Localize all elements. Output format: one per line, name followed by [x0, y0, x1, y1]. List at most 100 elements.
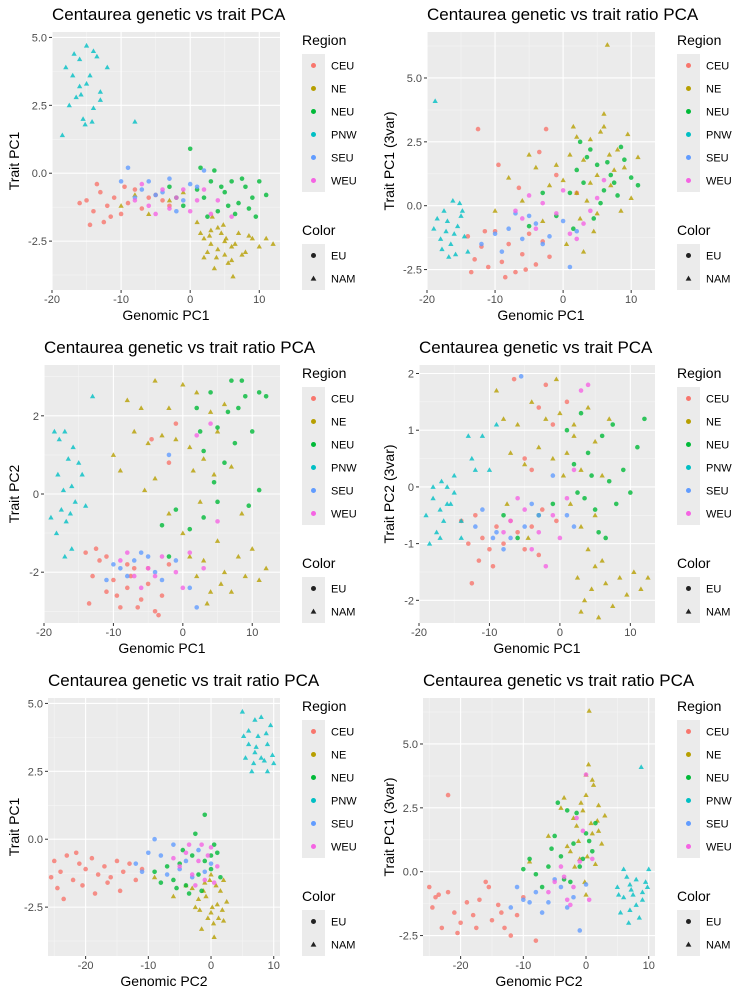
data-point-weu — [214, 864, 220, 869]
data-point-ceu — [135, 605, 141, 610]
data-point-ceu — [516, 185, 522, 191]
data-point-ceu — [490, 563, 496, 569]
data-point-pnw — [76, 56, 83, 62]
data-point-neu — [574, 810, 579, 816]
data-point-weu — [138, 585, 144, 591]
data-point-ceu — [445, 792, 451, 798]
data-point-seu — [194, 184, 200, 190]
data-point-neu — [215, 208, 221, 214]
data-point-pnw — [66, 102, 72, 108]
data-point-neu — [584, 154, 590, 160]
data-point-ne — [224, 899, 230, 904]
data-point-neu — [599, 433, 605, 439]
legend-key-pnw — [311, 798, 316, 803]
x-tick-label: -10 — [487, 294, 503, 306]
data-point-ceu — [114, 858, 120, 864]
y-tick-label: -2.5 — [24, 902, 43, 914]
color-legend: Color EU NAM — [677, 222, 730, 290]
data-point-ceu — [73, 850, 79, 856]
data-point-ceu — [102, 864, 107, 869]
legend-label-eu: EU — [331, 584, 346, 596]
data-point-ceu — [536, 405, 542, 410]
data-point-ceu — [124, 562, 130, 567]
data-point-ceu — [485, 264, 491, 270]
data-point-neu — [263, 393, 269, 399]
data-point-ceu — [487, 546, 492, 552]
data-point-neu — [164, 864, 170, 869]
data-point-neu — [628, 175, 634, 180]
data-point-ne — [578, 800, 584, 805]
legend-label-weu: WEU — [331, 176, 357, 188]
data-point-ceu — [439, 925, 445, 931]
data-point-ne — [492, 208, 498, 213]
y-tick-label: 0 — [408, 482, 414, 494]
data-point-ne — [230, 273, 236, 279]
data-point-ceu — [486, 884, 492, 890]
data-point-ceu — [473, 925, 479, 931]
data-point-neu — [225, 203, 231, 209]
data-point-pnw — [458, 213, 464, 218]
data-point-ceu — [426, 884, 432, 890]
data-point-neu — [635, 444, 640, 450]
data-point-ne — [558, 805, 564, 810]
data-point-pnw — [261, 757, 267, 763]
data-point-ne — [195, 896, 202, 901]
data-point-ne — [151, 874, 158, 880]
y-tick-label: 0.0 — [403, 867, 418, 879]
data-point-ne — [213, 882, 219, 888]
data-point-neu — [193, 831, 198, 837]
data-point-pnw — [458, 518, 464, 523]
region-legend: Region CEU NE NEU PNW SEU WEU — [302, 365, 357, 525]
data-point-neu — [615, 193, 620, 198]
data-point-neu — [628, 490, 633, 495]
legend-label-seu: SEU — [331, 819, 354, 831]
data-point-ne — [194, 389, 200, 395]
legend-key-ceu — [311, 729, 316, 734]
data-point-ne — [218, 581, 224, 586]
legend-label-pnw: PNW — [706, 463, 732, 475]
region-legend-title: Region — [677, 365, 721, 381]
data-point-ne — [550, 455, 556, 461]
data-point-seu — [480, 507, 485, 512]
data-point-ne — [249, 546, 255, 551]
data-point-pnw — [53, 530, 60, 536]
data-point-neu — [603, 535, 608, 541]
data-point-ne — [117, 467, 123, 473]
data-point-weu — [574, 236, 580, 242]
y-tick-label: 2.5 — [28, 766, 43, 778]
data-point-neu — [555, 800, 561, 806]
legend-key-ceu — [311, 396, 316, 401]
legend-key-neu — [311, 442, 316, 447]
data-point-ceu — [89, 855, 95, 861]
data-point-pnw — [459, 208, 466, 213]
data-point-pnw — [83, 503, 89, 508]
y-tick-label: 0.0 — [32, 168, 47, 180]
data-point-ne — [228, 463, 235, 469]
data-point-seu — [494, 529, 499, 535]
x-tick-label: -20 — [78, 960, 94, 972]
data-point-ne — [529, 399, 535, 404]
data-point-ne — [563, 241, 570, 247]
data-point-neu — [180, 203, 186, 209]
data-point-seu — [173, 558, 179, 563]
data-point-seu — [546, 900, 551, 905]
data-point-seu — [174, 208, 179, 214]
data-point-ne — [540, 218, 546, 224]
data-point-ceu — [111, 577, 116, 583]
data-point-pnw — [94, 53, 100, 59]
x-tick-label: -10 — [515, 960, 531, 972]
legend-key-nam — [685, 275, 692, 281]
data-point-weu — [508, 518, 513, 524]
data-point-ceu — [495, 902, 501, 908]
data-point-weu — [194, 198, 200, 203]
chart-panel-6: Centaurea genetic vs trait ratio PCA -20 -… — [381, 671, 732, 989]
data-point-ne — [198, 926, 205, 931]
data-point-weu — [533, 226, 539, 231]
x-tick-label: -10 — [113, 294, 129, 306]
color-legend-title: Color — [677, 888, 711, 904]
data-point-ne — [215, 915, 222, 920]
data-point-ceu — [80, 883, 85, 888]
y-tick-label: -2 — [29, 567, 39, 579]
data-point-neu — [194, 405, 200, 411]
legend-label-seu: SEU — [331, 486, 354, 498]
